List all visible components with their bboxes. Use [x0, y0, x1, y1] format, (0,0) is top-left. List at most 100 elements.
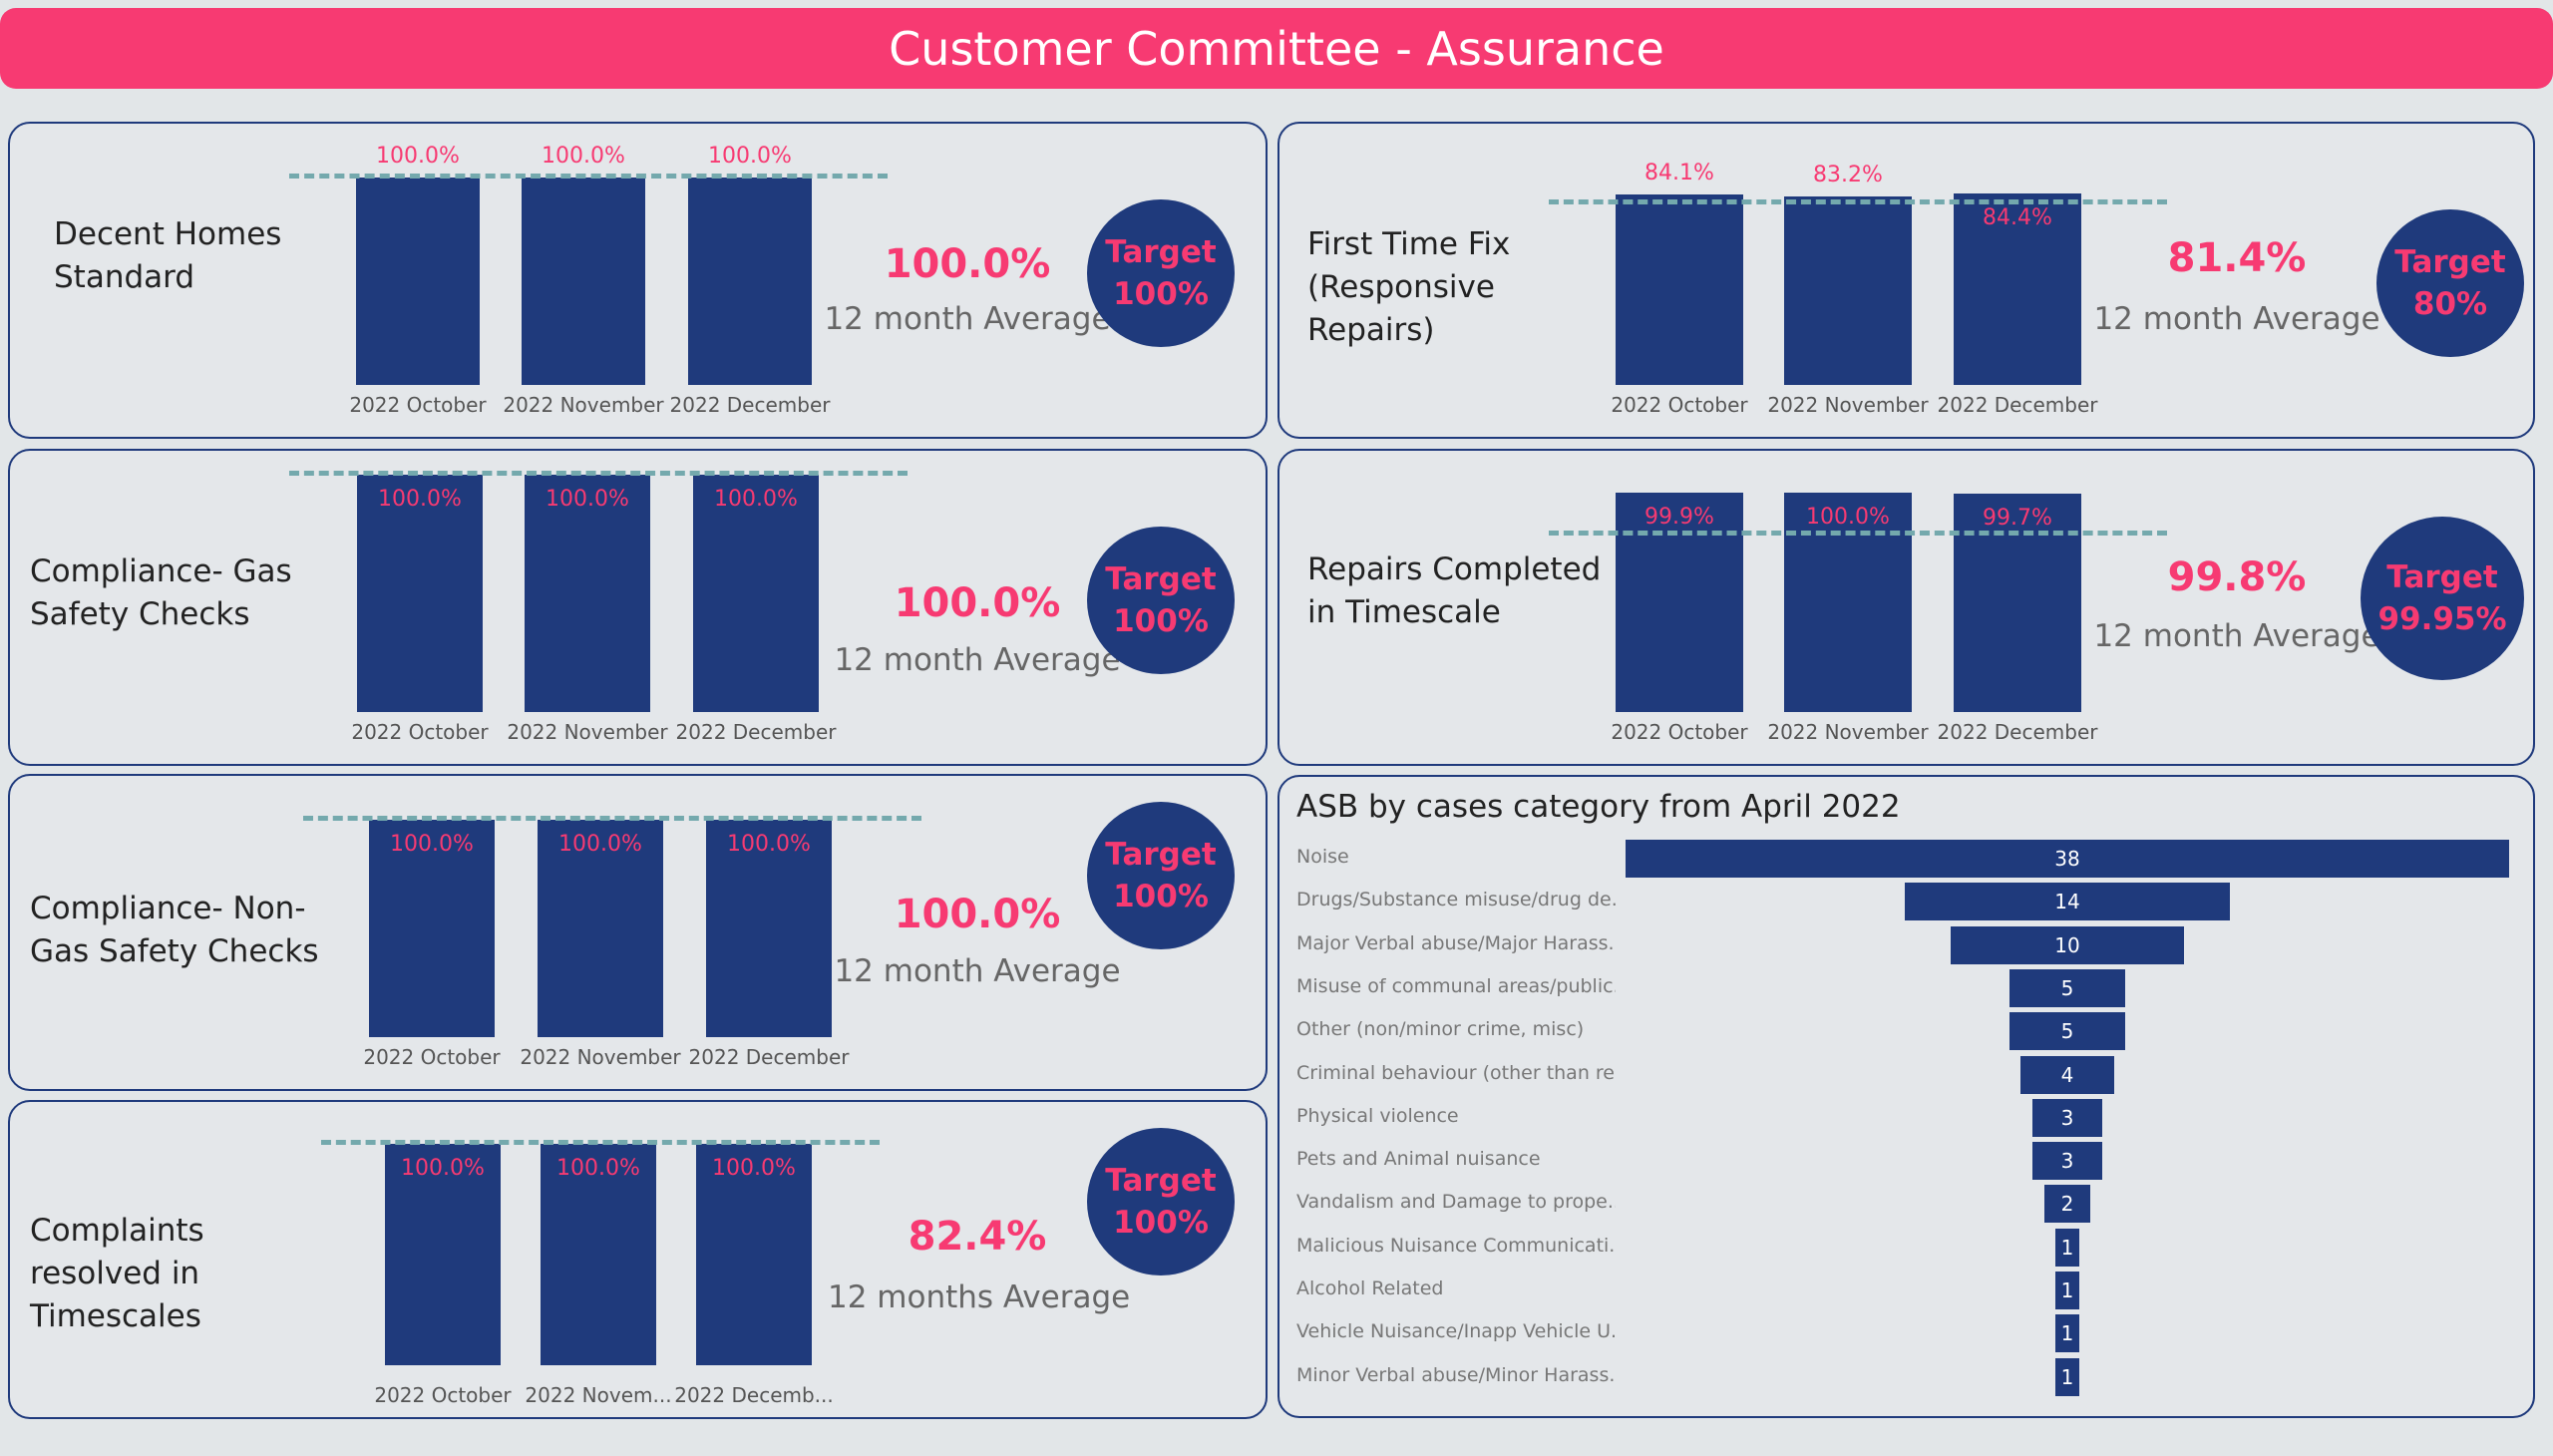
kpi-bar[interactable] [522, 178, 645, 385]
target-badge: Target 99.95% [2361, 517, 2524, 680]
target-badge: Target 100% [1087, 527, 1235, 674]
kpi-title-line: Timescales [30, 1298, 201, 1334]
kpi-title-line: Repairs) [1307, 312, 1435, 348]
kpi-title: Compliance- Gas Safety Checks [30, 550, 292, 636]
kpi-title-line: First Time Fix [1307, 226, 1511, 262]
average-value: 100.0% [894, 892, 1061, 937]
average-label: 12 month Average [824, 301, 1111, 337]
asb-funnel-bar[interactable]: 5 [2008, 968, 2126, 1007]
kpi-bar[interactable] [1616, 493, 1743, 712]
kpi-bar-value-label: 100.0% [727, 832, 811, 857]
asb-category-label: Minor Verbal abuse/Minor Harass... [1296, 1363, 1616, 1386]
kpi-bar[interactable] [688, 178, 812, 385]
asb-funnel-bar[interactable]: 1 [2055, 1314, 2079, 1353]
kpi-card-non-gas-safety[interactable]: Compliance- Non- Gas Safety Checks 100.0% 2… [8, 774, 1268, 1091]
kpi-bar[interactable] [696, 1144, 812, 1365]
asb-funnel-card[interactable]: ASB by cases category from April 2022 No… [1277, 775, 2535, 1418]
kpi-card-complaints[interactable]: Complaints resolved in Timescales 100.0% 202… [8, 1100, 1268, 1419]
target-badge: Target 100% [1087, 1128, 1235, 1275]
average-value: 100.0% [884, 241, 1051, 287]
kpi-bar[interactable] [538, 820, 663, 1037]
kpi-bar[interactable] [1954, 493, 2081, 712]
kpi-title-line: Compliance- Non- [30, 891, 306, 926]
kpi-bar[interactable] [356, 178, 480, 385]
kpi-bar-value-label: 100.0% [401, 1156, 485, 1181]
kpi-bar-value-label: 84.1% [1644, 160, 1714, 185]
target-text: Target [1105, 1163, 1217, 1199]
kpi-title: Complaints resolved in Timescales [30, 1210, 204, 1338]
asb-bar-value: 1 [2060, 1235, 2074, 1260]
kpi-card-first-time-fix[interactable]: First Time Fix (Responsive Repairs) 84.1% 20… [1277, 122, 2535, 439]
kpi-bar[interactable] [369, 820, 495, 1037]
kpi-bar[interactable] [1616, 193, 1743, 385]
kpi-category-label: 2022 October [363, 1045, 501, 1069]
kpi-card-repairs-timescale[interactable]: Repairs Completed in Timescale 99.9% 2022 O… [1277, 449, 2535, 766]
target-line [1549, 199, 2167, 204]
asb-category-label: Malicious Nuisance Communicati... [1296, 1234, 1616, 1257]
target-text: Target [1105, 561, 1217, 597]
kpi-bar-value-label: 84.4% [1983, 205, 2052, 230]
kpi-title-line: Repairs Completed [1307, 551, 1602, 587]
asb-bar-value: 14 [2054, 890, 2080, 914]
asb-bar-value: 1 [2060, 1278, 2074, 1302]
kpi-bar-value-label: 100.0% [376, 144, 460, 169]
kpi-bar-value-label: 100.0% [390, 832, 474, 857]
kpi-card-decent-homes[interactable]: Decent Homes Standard 100.0% 2022 October 10… [8, 122, 1268, 439]
asb-bar-value: 4 [2060, 1062, 2074, 1087]
average-value: 82.4% [908, 1214, 1047, 1260]
kpi-category-label: 2022 November [503, 393, 664, 417]
asb-bar-value: 38 [2054, 847, 2080, 871]
kpi-bar[interactable] [1784, 195, 1912, 385]
target-text: 100% [1113, 879, 1209, 914]
target-badge: Target 100% [1087, 199, 1235, 347]
target-text: 80% [2412, 286, 2488, 322]
target-line [321, 1140, 880, 1145]
kpi-category-label: 2022 October [1611, 720, 1748, 744]
asb-funnel-bar[interactable]: 5 [2008, 1012, 2126, 1051]
kpi-bar[interactable] [385, 1144, 501, 1365]
asb-funnel-bar[interactable]: 38 [1626, 840, 2509, 878]
kpi-bar[interactable] [706, 820, 832, 1037]
kpi-bar-value-label: 100.0% [708, 144, 792, 169]
kpi-bar[interactable] [357, 475, 483, 712]
asb-category-label: Vandalism and Damage to prope... [1296, 1191, 1616, 1214]
kpi-title: Decent Homes Standard [54, 213, 281, 299]
average-value: 81.4% [2167, 235, 2307, 281]
asb-funnel-bar[interactable]: 1 [2055, 1357, 2079, 1396]
kpi-card-gas-safety[interactable]: Compliance- Gas Safety Checks 100.0% 2022 O… [8, 449, 1268, 766]
kpi-title-line: Gas Safety Checks [30, 933, 319, 969]
kpi-bar-value-label: 100.0% [712, 1156, 796, 1181]
kpi-category-label: 2022 December [675, 720, 837, 744]
kpi-title: Compliance- Non- Gas Safety Checks [30, 888, 319, 973]
asb-funnel-bar[interactable]: 3 [2032, 1142, 2102, 1181]
asb-bar-value: 2 [2060, 1192, 2074, 1217]
asb-bar-value: 3 [2060, 1105, 2074, 1130]
asb-funnel-bar[interactable]: 1 [2055, 1272, 2079, 1309]
asb-funnel-bar[interactable]: 1 [2055, 1228, 2079, 1267]
kpi-bar-value-label: 100.0% [556, 1156, 640, 1181]
asb-funnel-bar[interactable]: 10 [1951, 925, 2184, 964]
kpi-bar[interactable] [1784, 493, 1912, 712]
asb-category-label: Major Verbal abuse/Major Harass... [1296, 931, 1616, 954]
kpi-bar-value-label: 100.0% [1806, 505, 1890, 530]
average-label: 12 month Average [834, 642, 1121, 678]
kpi-bar[interactable] [1954, 193, 2081, 385]
kpi-bar-value-label: 100.0% [542, 144, 625, 169]
asb-funnel-bar[interactable]: 14 [1904, 883, 2231, 921]
kpi-bar[interactable] [693, 475, 819, 712]
asb-funnel-bar[interactable]: 4 [2020, 1055, 2114, 1094]
asb-category-label: Criminal behaviour (other than re... [1296, 1061, 1616, 1084]
asb-bar-value: 3 [2060, 1149, 2074, 1174]
target-badge: Target 80% [2376, 209, 2524, 357]
asb-funnel-bar[interactable]: 2 [2043, 1185, 2091, 1224]
average-value: 100.0% [894, 580, 1061, 626]
kpi-bar[interactable] [541, 1144, 656, 1365]
average-label: 12 month Average [834, 953, 1121, 989]
target-badge: Target 100% [1087, 802, 1235, 949]
kpi-category-label: 2022 October [1611, 393, 1748, 417]
asb-funnel-bar[interactable]: 3 [2032, 1098, 2102, 1137]
target-text: 100% [1113, 276, 1209, 312]
kpi-bar[interactable] [525, 475, 650, 712]
kpi-bar-value-label: 99.9% [1644, 505, 1714, 531]
dashboard-header: Customer Committee - Assurance [0, 8, 2553, 89]
